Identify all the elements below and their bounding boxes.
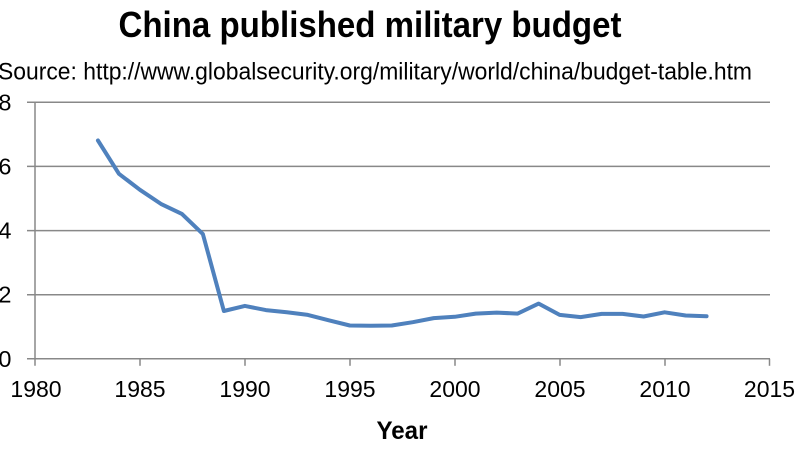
svg-text:2010: 2010 <box>639 376 690 402</box>
svg-text:1980: 1980 <box>10 376 61 402</box>
svg-text:6: 6 <box>0 153 12 179</box>
svg-text:0: 0 <box>0 346 12 372</box>
svg-text:2015: 2015 <box>744 376 795 402</box>
svg-text:1985: 1985 <box>114 376 165 402</box>
svg-text:1995: 1995 <box>324 376 375 402</box>
svg-text:8: 8 <box>0 89 12 115</box>
svg-text:Year: Year <box>377 417 428 445</box>
svg-text:2: 2 <box>0 282 12 308</box>
svg-text:China published military budge: China published military budget <box>119 4 622 45</box>
svg-text:Source: http://www.globalsecur: Source: http://www.globalsecurity.org/mi… <box>0 59 752 86</box>
svg-text:1990: 1990 <box>219 376 270 402</box>
svg-text:4: 4 <box>0 218 12 244</box>
svg-text:2005: 2005 <box>534 376 585 402</box>
svg-text:2000: 2000 <box>429 376 480 402</box>
